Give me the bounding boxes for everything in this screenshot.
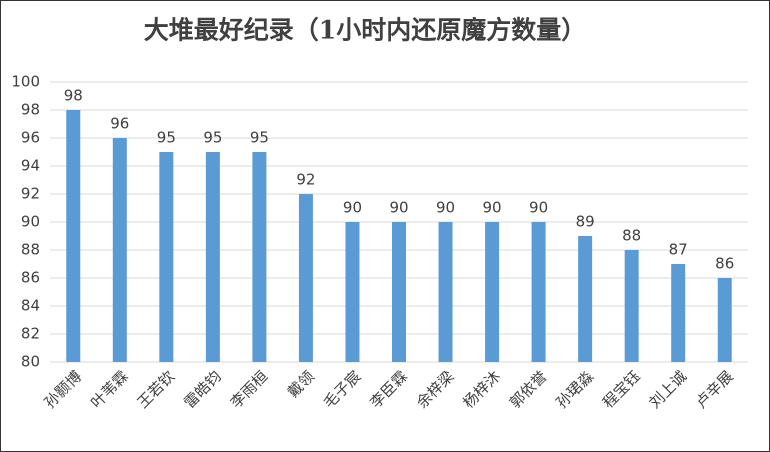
y-tick-label: 84: [21, 297, 40, 315]
data-label: 86: [715, 255, 734, 273]
bar: [298, 194, 313, 362]
y-tick-label: 92: [21, 185, 40, 203]
bar: [159, 152, 174, 362]
data-label: 90: [343, 199, 362, 217]
bar: [392, 222, 406, 362]
y-tick-label: 80: [21, 353, 40, 371]
y-tick-label: 94: [21, 157, 40, 175]
bar: [438, 222, 453, 362]
data-label: 89: [576, 213, 595, 231]
data-label: 88: [622, 227, 641, 245]
data-label: 98: [64, 87, 83, 105]
data-label: 90: [389, 199, 408, 217]
y-tick-label: 88: [21, 241, 40, 259]
y-tick-label: 98: [21, 101, 40, 119]
bar: [205, 152, 220, 362]
data-label: 96: [110, 115, 129, 133]
data-label: 87: [669, 241, 688, 259]
y-tick-label: 100: [11, 73, 40, 91]
data-label: 92: [296, 171, 315, 189]
bar: [252, 152, 267, 362]
data-label: 90: [529, 199, 548, 217]
data-label: 95: [250, 129, 269, 147]
bar: [112, 138, 127, 362]
data-label: 90: [483, 199, 502, 217]
bar: [485, 222, 500, 362]
data-label: 90: [436, 199, 455, 217]
bar: [717, 278, 732, 362]
bar: [66, 110, 81, 362]
bar: [345, 222, 360, 362]
bar: [671, 264, 686, 362]
bar: [624, 250, 639, 362]
y-tick-label: 82: [21, 325, 40, 343]
bar: [531, 222, 546, 362]
data-label: 95: [203, 129, 222, 147]
y-tick-label: 86: [21, 269, 40, 287]
y-tick-label: 90: [21, 213, 40, 231]
bar: [578, 236, 593, 362]
chart-title: 大堆最好纪录（1小时内还原魔方数量）: [144, 16, 586, 45]
y-tick-label: 96: [21, 129, 40, 147]
data-label: 95: [157, 129, 176, 147]
